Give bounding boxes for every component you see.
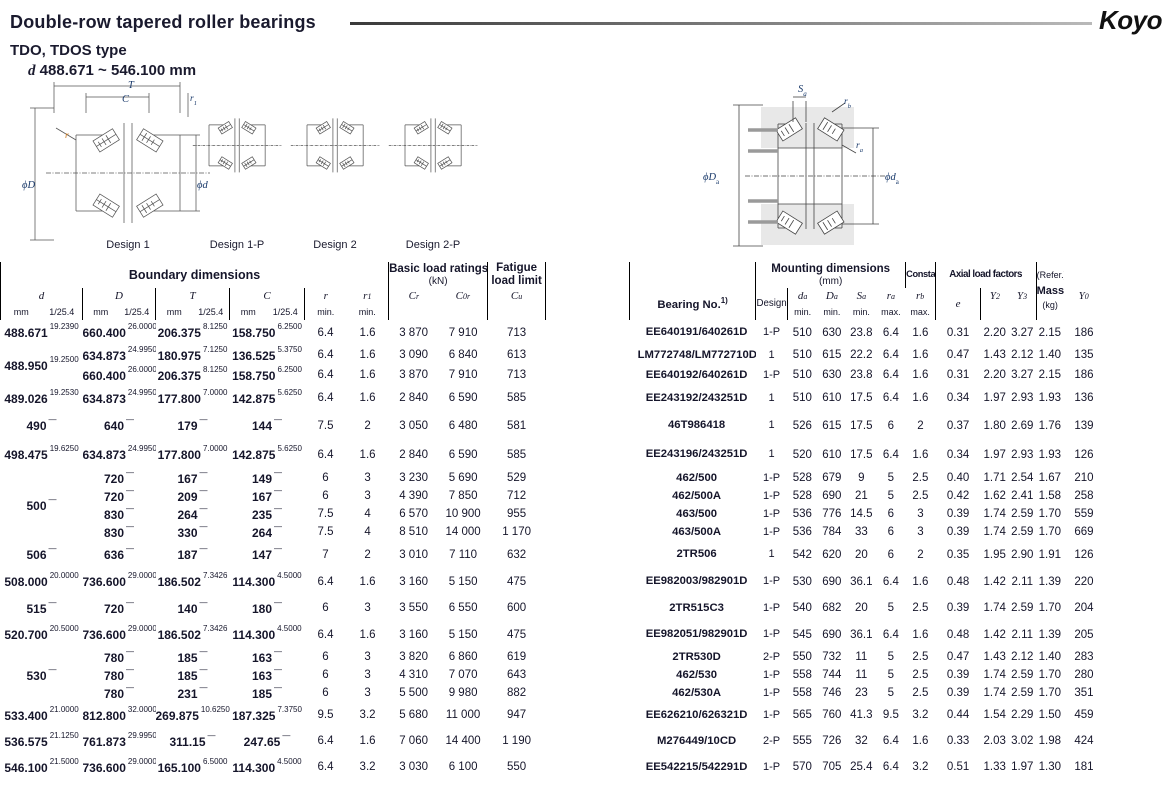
svg-text:r: r — [65, 131, 69, 141]
svg-text:ϕD: ϕD — [22, 180, 35, 191]
svg-text:ϕd: ϕd — [197, 180, 208, 191]
svg-text:ϕda: ϕda — [885, 172, 900, 186]
svg-text:rb: rb — [844, 97, 852, 110]
svg-text:T: T — [128, 80, 135, 91]
svg-text:Design 2-P: Design 2-P — [406, 239, 460, 251]
svg-text:C: C — [122, 94, 130, 105]
svg-text:Design 1: Design 1 — [106, 239, 149, 251]
svg-text:Design 1-P: Design 1-P — [210, 239, 264, 251]
svg-text:Design 2: Design 2 — [313, 239, 356, 251]
svg-text:ra: ra — [856, 141, 863, 154]
svg-text:Sa: Sa — [798, 84, 807, 98]
svg-text:ϕDa: ϕDa — [703, 172, 720, 186]
svg-text:r1: r1 — [190, 94, 197, 107]
